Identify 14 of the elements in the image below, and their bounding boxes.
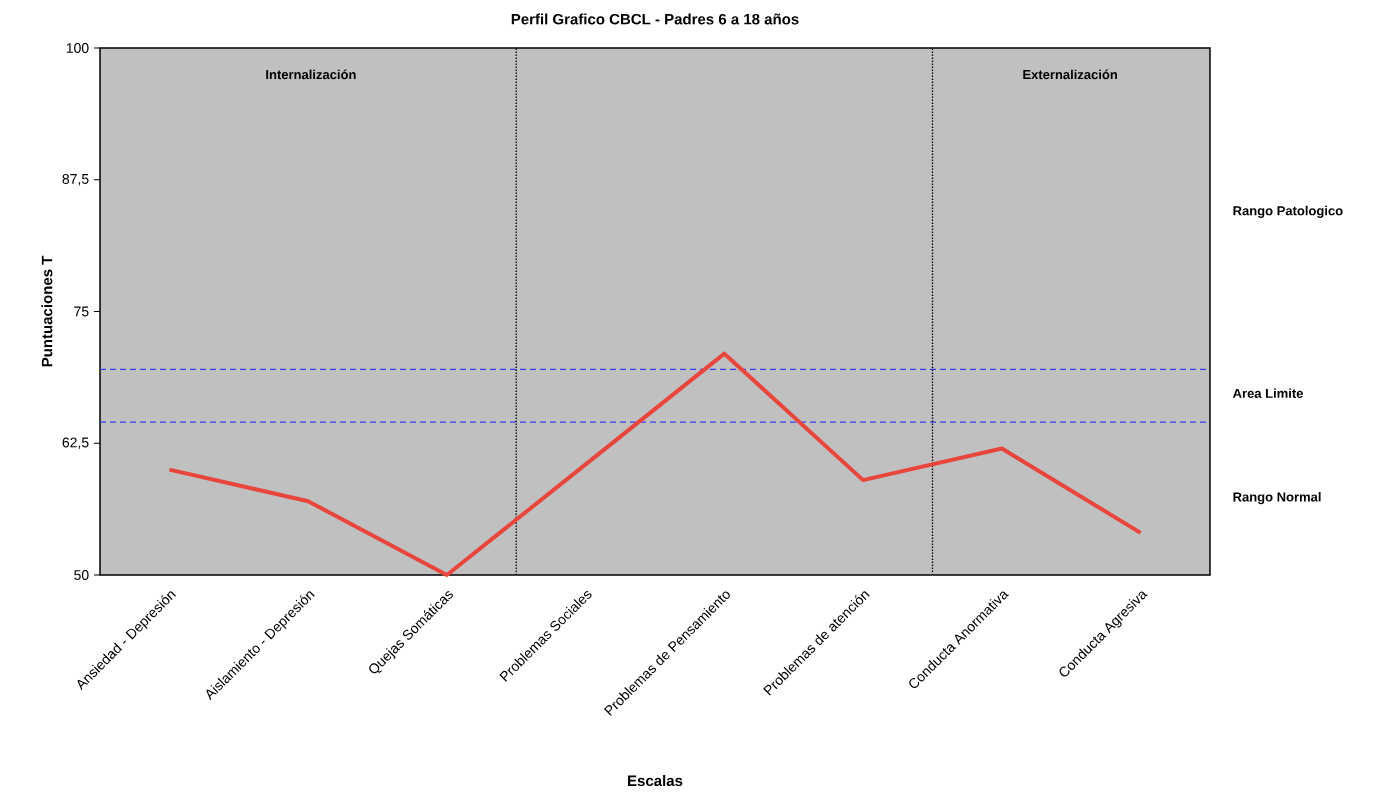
y-axis-title: Puntuaciones T bbox=[41, 255, 53, 367]
y-tick-label: 62,5 bbox=[62, 437, 89, 450]
y-tick-label: 100 bbox=[66, 43, 89, 53]
x-axis-title: Escalas bbox=[628, 775, 683, 787]
y-tick-label: 50 bbox=[74, 570, 89, 580]
text: Area Limite bbox=[1232, 388, 1303, 398]
y-tick-label: 87,5 bbox=[62, 173, 89, 186]
y-tick-label: 75 bbox=[74, 306, 89, 317]
text: Rango Patologico bbox=[1233, 205, 1343, 218]
annotation: Internalización bbox=[266, 69, 356, 80]
text: Rango Normal bbox=[1233, 491, 1321, 505]
chart-title: Perfil Grafico CBCL - Padres 6 a 18 años bbox=[511, 13, 799, 25]
annotation: Externalización bbox=[1023, 69, 1117, 80]
line-series bbox=[167, 351, 1143, 577]
